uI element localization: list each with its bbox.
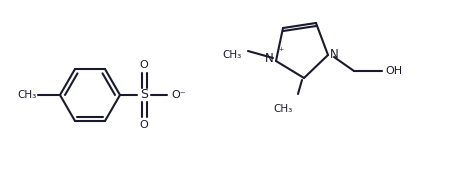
Text: OH: OH [385,66,402,76]
Text: N: N [265,52,274,66]
Text: ⁺: ⁺ [278,47,283,57]
Text: N: N [330,48,339,61]
Text: O: O [140,120,149,130]
Text: CH₃: CH₃ [18,90,37,100]
Text: CH₃: CH₃ [223,50,242,60]
Text: CH₃: CH₃ [274,104,293,114]
Text: O⁻: O⁻ [171,90,186,100]
Text: O: O [140,60,149,70]
Text: S: S [140,88,148,101]
